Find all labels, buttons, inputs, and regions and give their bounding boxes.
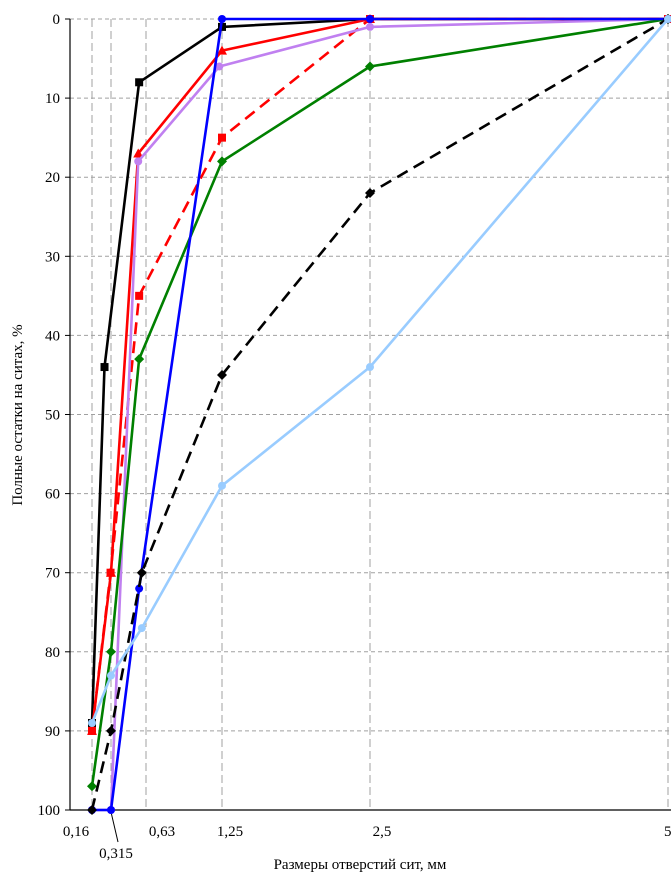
data-point <box>88 726 96 735</box>
data-point <box>366 22 374 31</box>
data-point <box>217 369 227 380</box>
y-tick-label: 100 <box>38 803 61 819</box>
data-point <box>215 62 224 71</box>
data-point <box>100 363 109 372</box>
y-tick-label: 20 <box>45 170 60 186</box>
y-axis-title: Полные остатки на ситах, % <box>10 324 26 505</box>
data-point <box>106 568 115 577</box>
x-tick-leader <box>110 811 119 843</box>
x-tick-label: 1,25 <box>217 824 243 840</box>
data-point <box>366 363 374 372</box>
data-point <box>135 291 144 300</box>
series-line <box>90 18 669 724</box>
series-lines <box>87 14 671 815</box>
data-point <box>87 781 97 792</box>
data-point <box>107 671 115 680</box>
series-line <box>90 17 668 732</box>
x-tick-label: 0,63 <box>149 824 175 840</box>
data-point <box>136 567 147 578</box>
data-point <box>106 725 116 736</box>
data-point <box>365 61 375 72</box>
data-point <box>107 806 115 814</box>
data-point <box>137 624 146 633</box>
y-tick-label: 70 <box>45 566 60 582</box>
series-3 <box>88 15 671 735</box>
x-tick-labels: 0,16 0,315 0,63 1,25 2,5 5 <box>63 811 671 862</box>
data-point <box>217 156 227 167</box>
data-point <box>218 133 226 142</box>
y-tick-label: 80 <box>45 645 60 661</box>
data-point <box>218 481 226 490</box>
data-point <box>106 646 116 657</box>
data-point <box>134 157 143 166</box>
y-tick-label: 10 <box>45 91 60 107</box>
data-point <box>135 78 144 87</box>
data-point <box>365 188 375 199</box>
x-axis-title: Размеры отверстий сит, мм <box>274 857 447 873</box>
series-2 <box>87 14 671 735</box>
y-tick-label: 90 <box>45 724 60 740</box>
x-tick-label: 2,5 <box>373 824 392 840</box>
y-tick-labels: 0 10 20 30 40 50 60 70 80 90 100 <box>38 12 61 819</box>
data-point <box>217 45 227 55</box>
grid-lines <box>65 18 671 811</box>
series-8 <box>88 15 671 727</box>
y-tick-label: 50 <box>45 408 60 424</box>
series-line <box>90 17 669 811</box>
series-line <box>90 17 668 732</box>
data-point <box>134 354 145 365</box>
x-tick-label: 5 <box>664 824 671 840</box>
y-tick-label: 40 <box>45 328 60 344</box>
x-tick-label: 0,315 <box>99 846 133 862</box>
series-1 <box>88 15 671 727</box>
data-point <box>88 718 96 727</box>
series-line <box>90 17 668 724</box>
y-tick-label: 0 <box>53 12 61 28</box>
x-tick-label: 0,16 <box>63 824 90 840</box>
axes <box>69 19 671 811</box>
data-point <box>366 15 374 23</box>
series-line <box>90 17 669 787</box>
data-point <box>135 584 144 593</box>
data-point <box>87 805 97 815</box>
series-5 <box>87 14 671 792</box>
y-tick-label: 30 <box>45 249 60 265</box>
data-point <box>133 148 144 158</box>
data-point <box>664 15 671 23</box>
y-tick-label: 60 <box>45 487 60 503</box>
data-point <box>218 15 226 23</box>
